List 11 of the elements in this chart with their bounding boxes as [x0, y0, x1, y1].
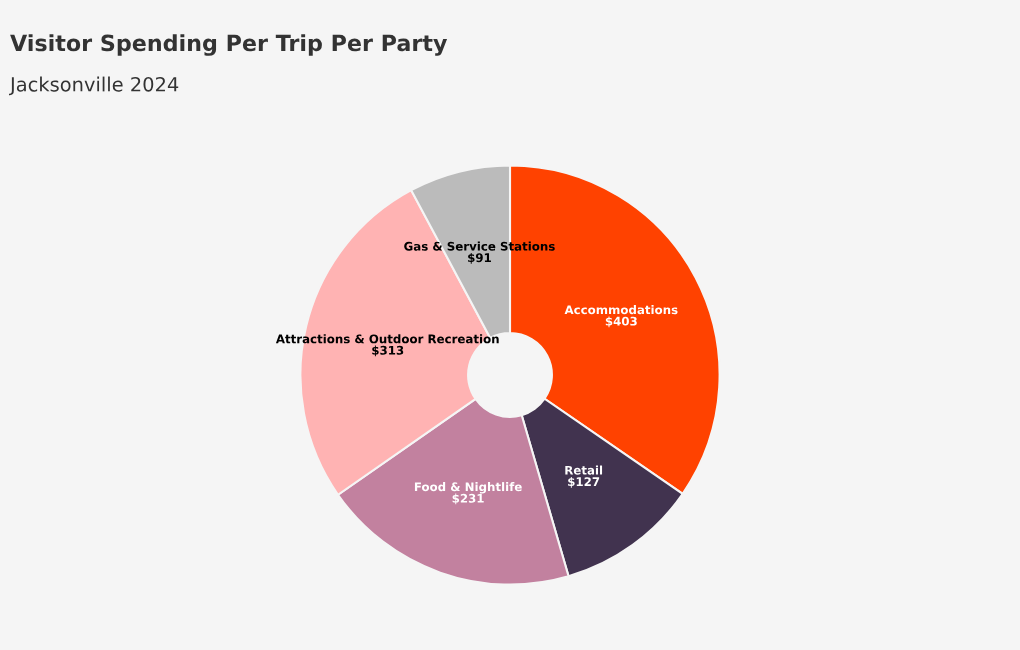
slice-label: Food & Nightlife: [414, 482, 522, 494]
data-label: $91: [468, 253, 491, 264]
slice-label: Retail: [565, 465, 603, 475]
chart-title: Visitor Spending Per Trip Per Party: [10, 34, 448, 56]
data-label: $313: [372, 345, 404, 357]
data-label: $403: [605, 316, 637, 328]
data-label: $231: [452, 493, 484, 505]
data-label: $127: [568, 476, 600, 488]
text: Jacksonville 2024: [8, 76, 179, 96]
slice-label: Attractions & Outdoor Recreation: [275, 334, 499, 344]
slice-label: Accommodations: [564, 305, 678, 315]
